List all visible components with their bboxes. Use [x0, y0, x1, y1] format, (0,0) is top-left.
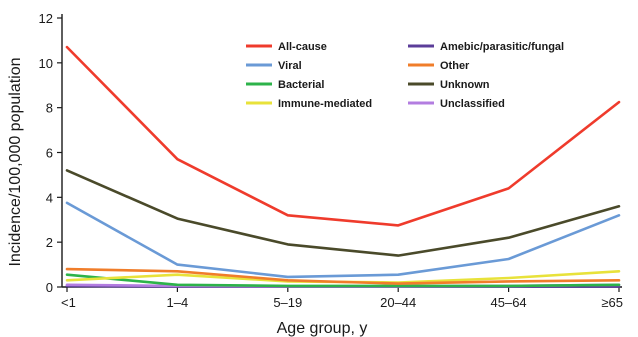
axes: 0 2 4 6 8 10 12 <1 1–4 5–19 20–44 45–64 ≥65 [39, 11, 623, 310]
legend-label-all-cause: All-cause [278, 41, 327, 53]
legend-label-amebic-parasitic-fungal: Amebic/parasitic/fungal [440, 41, 564, 53]
x-tick-label: 5–19 [273, 295, 302, 310]
x-tick-label: 1–4 [167, 295, 189, 310]
x-tick-label: 20–44 [380, 295, 416, 310]
x-tick-label: <1 [61, 295, 76, 310]
y-tick-label: 4 [46, 190, 53, 205]
y-tick-label: 10 [39, 56, 53, 71]
legend-label-immune-mediated: Immune-mediated [278, 98, 372, 110]
series-lines [65, 45, 621, 288]
y-tick-label: 0 [46, 280, 53, 295]
legend-label-bacterial: Bacterial [278, 79, 324, 91]
legend-label-viral: Viral [278, 60, 302, 72]
legend-label-other: Other [440, 60, 470, 72]
legend: All-cause Amebic/parasitic/fungal Viral Oth… [246, 41, 564, 110]
series-line-unknown [65, 169, 621, 257]
legend-label-unknown: Unknown [440, 79, 490, 91]
x-tick-label: ≥65 [601, 295, 623, 310]
series-line-bacterial [65, 273, 621, 288]
series-line-all-cause [65, 45, 621, 227]
series-line-other [65, 267, 621, 285]
x-tick-label: 45–64 [491, 295, 527, 310]
legend-label-unclassified: Unclassified [440, 98, 505, 110]
series-line-viral [65, 201, 621, 279]
x-axis-title: Age group, y [277, 320, 368, 337]
y-tick-label: 12 [39, 11, 53, 26]
y-tick-label: 6 [46, 146, 53, 161]
y-tick-label: 2 [46, 235, 53, 250]
y-tick-label: 8 [46, 101, 53, 116]
y-axis-title: Incidence/100,000 population [7, 57, 24, 266]
